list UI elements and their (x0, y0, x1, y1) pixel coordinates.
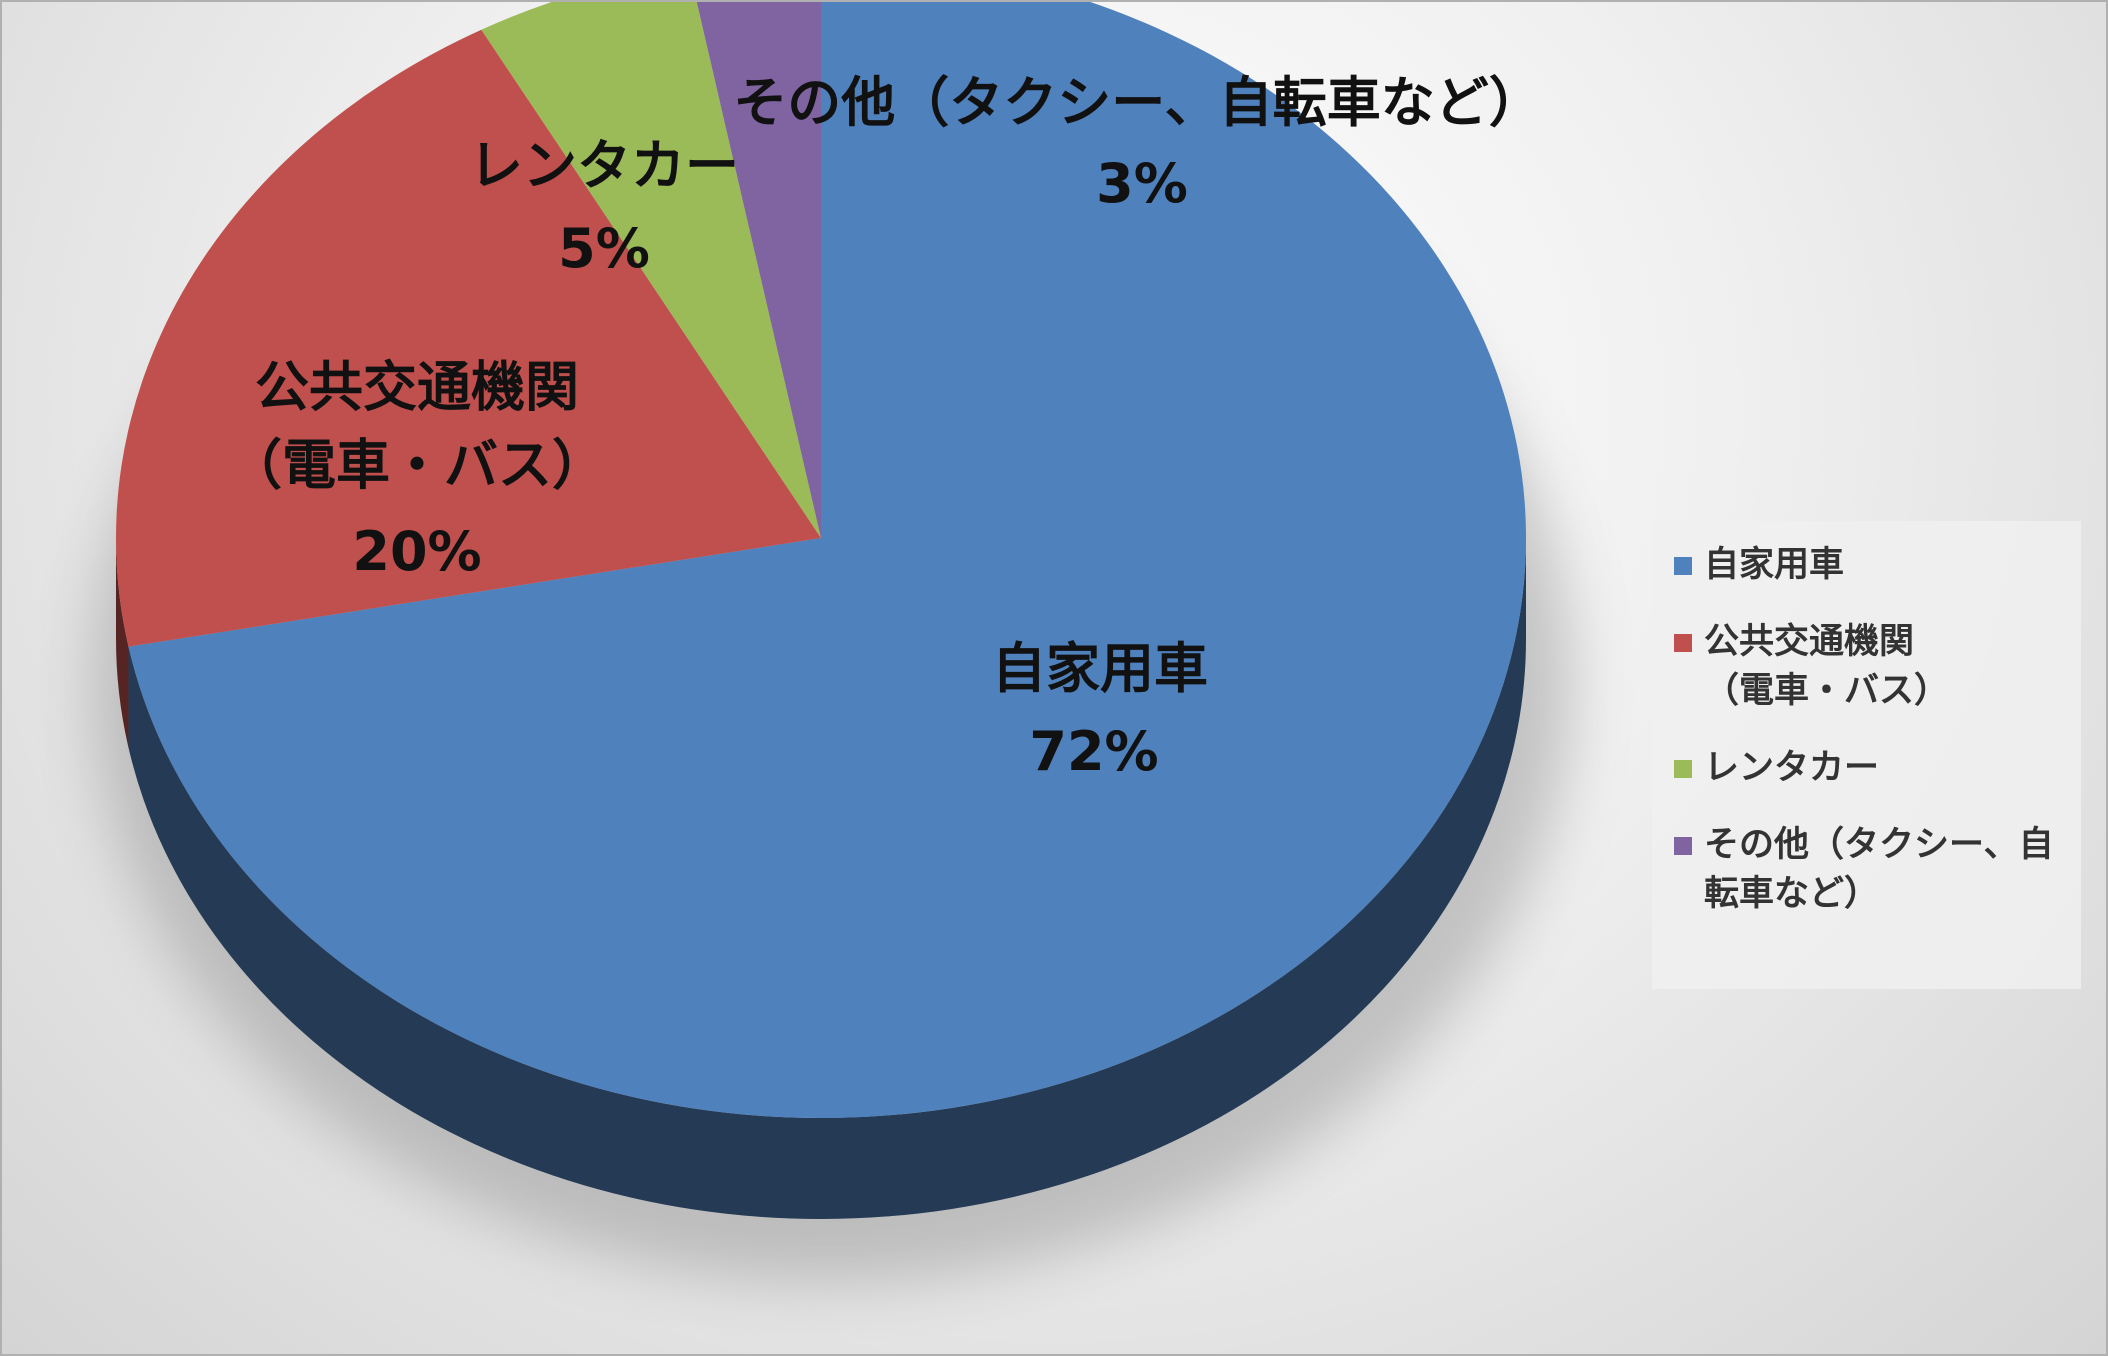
slice (696, 2, 821, 538)
legend-swatch (1674, 837, 1692, 855)
data-label-value: 5% (558, 216, 650, 280)
slice (128, 2, 1526, 1118)
slice (115, 29, 821, 647)
legend-item: 自家用車 (1674, 541, 2059, 590)
legend-swatch (1674, 760, 1692, 778)
data-label-value: 72% (1029, 719, 1159, 783)
slice-side (116, 538, 129, 748)
slice-side (128, 538, 1526, 1220)
legend-label: その他（タクシー、自転車など） (1704, 825, 2054, 914)
legend-swatch (1674, 634, 1692, 652)
data-label-value: 20% (352, 519, 482, 583)
legend-label: 自家用車 (1704, 545, 1845, 585)
data-label-category: レンタカー (469, 133, 739, 197)
legend-item: 公共交通機関（電車・バス） (1674, 618, 2059, 716)
legend-swatch (1674, 557, 1692, 575)
data-label-category: 公共交通機関（電車・バス） (228, 355, 606, 497)
data-label-category: 自家用車 (992, 636, 1208, 700)
legend-label: レンタカー (1704, 748, 1880, 788)
data-label-category: その他（タクシー、自転車など） (733, 70, 1543, 134)
legend: 自家用車公共交通機関（電車・バス） レンタカーその他（タクシー、自転車など） (1652, 521, 2081, 989)
legend-item: レンタカー (1674, 744, 2059, 793)
legend-label: 公共交通機関（電車・バス） (1704, 622, 1950, 711)
legend-item: その他（タクシー、自転車など） (1674, 821, 2059, 919)
slice (481, 2, 821, 538)
data-label-value: 3% (1096, 151, 1188, 215)
